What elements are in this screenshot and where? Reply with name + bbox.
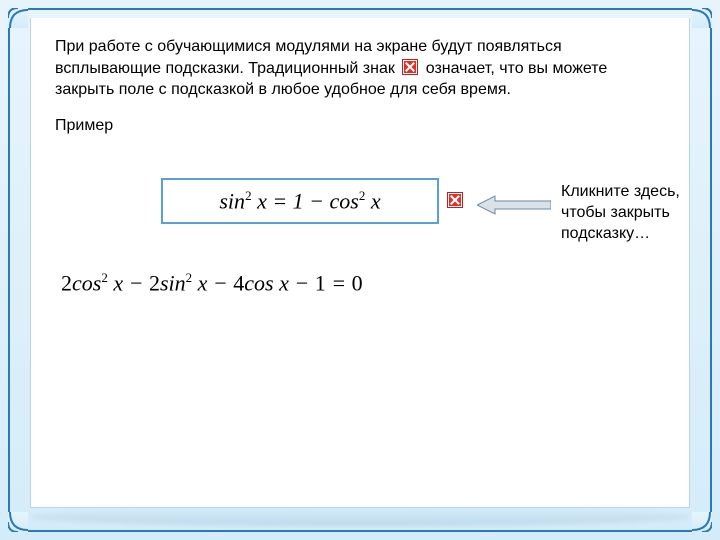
close-icon bbox=[447, 192, 463, 208]
card-shadow bbox=[30, 508, 690, 526]
corner-ornament-tr bbox=[692, 8, 712, 28]
close-icon bbox=[402, 59, 418, 75]
main-equation: 2cos2 x − 2sin2 x − 4cos x − 1 = 0 bbox=[61, 270, 363, 296]
corner-ornament-bl bbox=[8, 512, 28, 532]
hint-instruction-text: Кликните здесь, чтобы закрыть подсказку… bbox=[561, 182, 711, 244]
arrow-left-icon bbox=[477, 194, 551, 216]
intro-paragraph: При работе с обучающимися модулями на эк… bbox=[55, 36, 665, 101]
corner-ornament-tl bbox=[8, 8, 28, 28]
tooltip-callout: sin2 x = 1 − cos2 x bbox=[161, 178, 439, 224]
corner-ornament-br bbox=[692, 512, 712, 532]
content-card: При работе с обучающимися модулями на эк… bbox=[30, 18, 690, 508]
inline-close-icon-sample bbox=[402, 58, 418, 80]
tooltip-formula: sin2 x = 1 − cos2 x bbox=[219, 188, 380, 214]
tooltip-close-button[interactable] bbox=[447, 192, 463, 211]
example-label: Пример bbox=[55, 117, 665, 135]
